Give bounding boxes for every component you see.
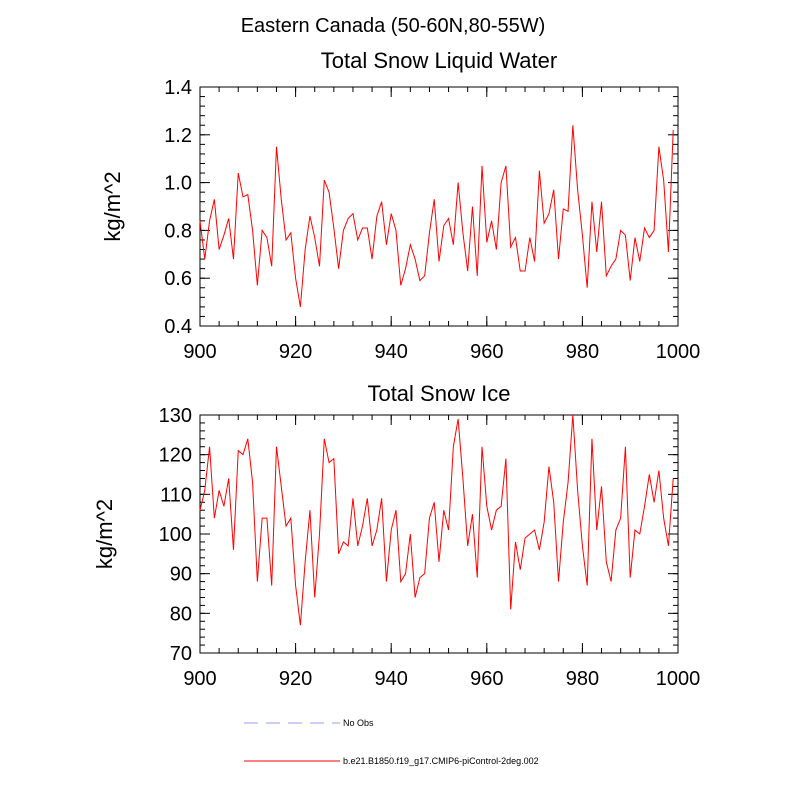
snow-ice-y-tick-label: 130 (159, 405, 192, 427)
snow-liquid-water-panel: Total Snow Liquid Water kg/m^2 900 920 940… (100, 48, 700, 363)
snow-liquid-water-y-axis-label: kg/m^2 (100, 171, 125, 241)
snow-liquid-water-y-tick-label: 0.6 (164, 268, 192, 290)
snow-liquid-water-x-tick-label: 940 (375, 341, 408, 363)
snow-ice-x-tick-label: 920 (279, 668, 312, 690)
snow-ice-y-tick-label: 70 (170, 643, 192, 665)
snow-liquid-water-plot-frame (199, 86, 679, 327)
snow-ice-plot-frame (199, 414, 679, 654)
snow-liquid-water-x-tick-label: 920 (279, 341, 312, 363)
snow-liquid-water-x-tick-label: 1000 (656, 341, 701, 363)
snow-liquid-water-y-tick-label: 1.4 (164, 77, 192, 99)
legend-no-obs-label: No Obs (343, 718, 374, 728)
snow-ice-y-tick-label: 80 (170, 603, 192, 625)
snow-ice-x-tick-label: 900 (183, 668, 216, 690)
snow-ice-x-tick-label: 1000 (656, 668, 701, 690)
snow-ice-y-tick-label: 110 (160, 484, 192, 506)
snow-liquid-water-y-tick-label: 1.0 (164, 173, 192, 195)
snow-liquid-water-x-tick-label: 900 (183, 341, 216, 363)
snow-ice-panel: Total Snow Ice kg/m^2 900 920 940 960 980 100… (92, 381, 700, 690)
legend: No Obs b.e21.B1850.f19_g17.CMIP6-piContr… (244, 718, 539, 766)
snow-liquid-water-y-tick-label: 0.4 (164, 316, 192, 338)
figure-title: Eastern Canada (50-60N,80-55W) (241, 15, 546, 37)
snow-ice-series-line (199, 414, 674, 626)
snow-ice-title: Total Snow Ice (367, 381, 510, 406)
snow-ice-y-axis-label: kg/m^2 (92, 499, 117, 569)
snow-ice-y-tick-label: 90 (170, 564, 192, 586)
snow-ice-y-tick-label: 120 (159, 445, 192, 467)
snow-liquid-water-y-tick-label: 1.2 (164, 125, 192, 147)
snow-ice-x-tick-label: 960 (470, 668, 503, 690)
snow-liquid-water-series-line (199, 125, 674, 307)
snow-ice-x-tick-label: 940 (375, 668, 408, 690)
snow-liquid-water-title: Total Snow Liquid Water (321, 48, 557, 73)
snow-liquid-water-x-tick-label: 960 (470, 341, 503, 363)
snow-ice-x-tick-label: 980 (566, 668, 599, 690)
snow-liquid-water-x-tick-label: 980 (566, 341, 599, 363)
snow-liquid-water-y-tick-label: 0.8 (164, 220, 192, 242)
legend-model-run-label: b.e21.B1850.f19_g17.CMIP6-piControl-2deg… (343, 756, 539, 766)
snow-ice-y-tick-label: 100 (159, 524, 192, 546)
